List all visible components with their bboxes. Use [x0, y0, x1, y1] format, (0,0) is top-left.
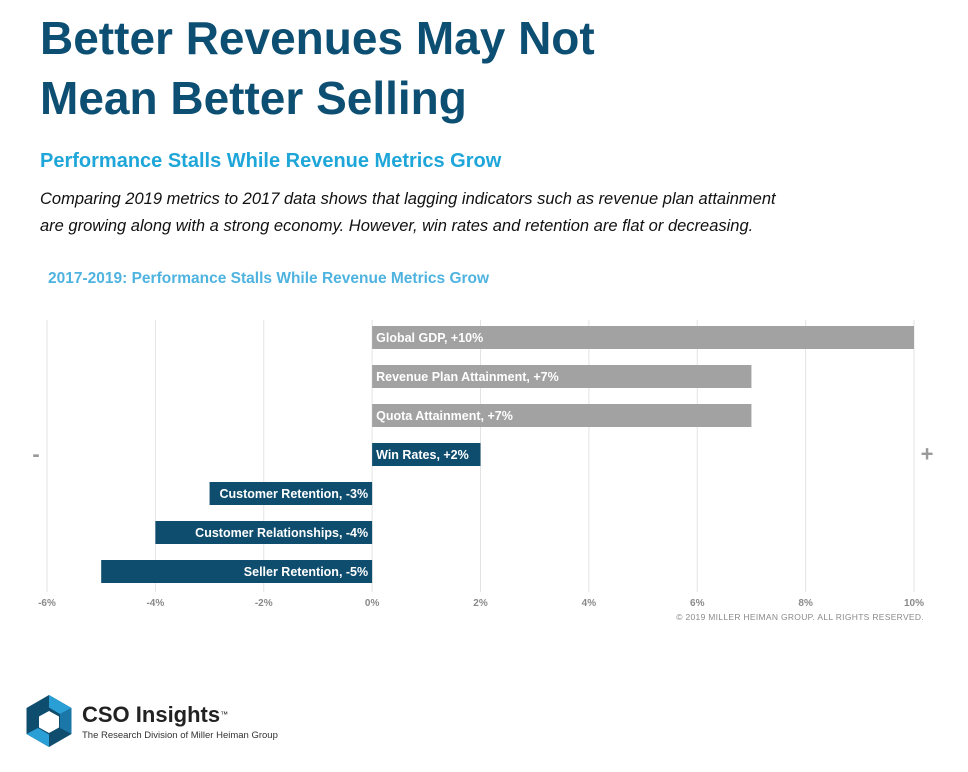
chart-title: 2017-2019: Performance Stalls While Reve…: [48, 270, 490, 287]
brand-tagline: The Research Division of Miller Heiman G…: [82, 730, 278, 741]
bar: [372, 443, 481, 466]
bar-label: Seller Retention, -5%: [244, 565, 368, 579]
description-line-2: are growing along with a strong economy.…: [40, 217, 754, 235]
cso-insights-logo-icon: [26, 695, 72, 747]
copyright-notice: © 2019 MILLER HEIMAN GROUP. ALL RIGHTS R…: [676, 612, 924, 622]
title-line-1: Better Revenues May Not: [40, 12, 595, 64]
x-tick-label: 6%: [690, 598, 705, 609]
cso-insights-logo: CSO Insights™ The Research Division of M…: [22, 694, 322, 754]
brand-name-text: CSO Insights: [82, 702, 221, 727]
bar-label: Customer Retention, -3%: [219, 487, 368, 501]
title-line-2: Mean Better Selling: [40, 72, 467, 124]
x-tick-label: 10%: [904, 598, 924, 609]
x-tick-label: -2%: [255, 598, 273, 609]
bar-label: Global GDP, +10%: [376, 331, 483, 345]
bar-label: Win Rates, +2%: [376, 448, 469, 462]
x-tick-label: -4%: [146, 598, 164, 609]
brand-trademark: ™: [220, 710, 229, 719]
bar-label: Revenue Plan Attainment, +7%: [376, 370, 559, 384]
bar: [372, 326, 914, 349]
x-tick-label: 8%: [798, 598, 813, 609]
x-tick-label: -6%: [38, 598, 56, 609]
bar: [372, 404, 752, 427]
bar: [209, 482, 373, 505]
bar-label: Quota Attainment, +7%: [376, 409, 513, 423]
description-line-1: Comparing 2019 metrics to 2017 data show…: [40, 190, 776, 208]
bar-chart: -6% -4% -2% 0% 2% 4% 6% 8% 10% Global GDP, +10% Re…: [32, 320, 934, 609]
bar-label: Customer Relationships, -4%: [195, 526, 368, 540]
x-tick-label: 2%: [473, 598, 488, 609]
bar: [101, 560, 373, 583]
bar: [372, 365, 752, 388]
description: Comparing 2019 metrics to 2017 data show…: [40, 186, 860, 240]
page-subtitle: Performance Stalls While Revenue Metrics…: [40, 150, 502, 172]
x-tick-label: 4%: [582, 598, 597, 609]
negative-marker: -: [32, 442, 39, 467]
brand-name: CSO Insights™: [82, 702, 228, 728]
positive-marker: +: [921, 442, 934, 467]
page-title: Better Revenues May Not Mean Better Sell…: [40, 8, 940, 128]
bar: [155, 521, 373, 544]
x-tick-label: 0%: [365, 598, 380, 609]
